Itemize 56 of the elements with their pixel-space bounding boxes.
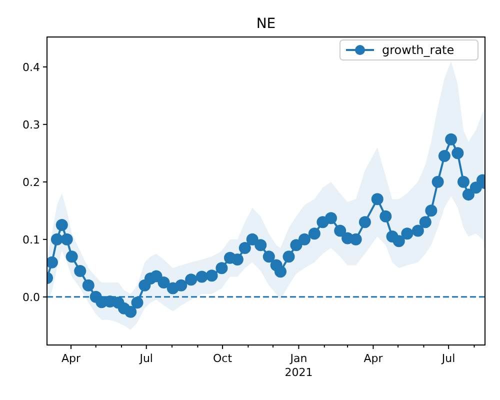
point: [470, 182, 482, 194]
point: [452, 147, 464, 160]
x-tick-label: Jul: [440, 352, 456, 365]
point: [274, 266, 286, 278]
chart-title: NE: [256, 16, 276, 32]
point: [185, 274, 198, 286]
y-tick-label: 0.1: [22, 233, 40, 246]
point: [419, 216, 432, 228]
point: [298, 233, 310, 246]
point: [262, 250, 275, 263]
point: [131, 296, 144, 309]
point: [246, 233, 258, 246]
x-tick-label: Oct: [213, 352, 233, 365]
point: [445, 133, 458, 146]
point: [124, 306, 137, 318]
point: [56, 219, 68, 232]
point: [290, 239, 302, 252]
point: [308, 228, 320, 240]
legend-label: growth_rate: [382, 43, 454, 58]
point: [60, 233, 73, 246]
x-tick-label: Apr: [364, 352, 384, 365]
point: [254, 239, 267, 252]
x-tick-label: Jul: [138, 352, 153, 365]
point: [231, 254, 244, 266]
point: [438, 150, 450, 162]
x-tick-label: Jan 2021: [284, 352, 313, 379]
point: [206, 270, 218, 282]
point: [238, 242, 251, 254]
y-tick-label: 0.4: [22, 60, 40, 74]
point: [425, 204, 438, 217]
point: [282, 250, 295, 263]
point: [175, 279, 188, 292]
point: [371, 193, 384, 206]
y-tick-label: 0.3: [22, 118, 40, 132]
point: [350, 233, 362, 246]
point: [380, 210, 392, 222]
point: [401, 228, 414, 240]
point: [462, 188, 474, 201]
point: [334, 224, 346, 237]
point: [47, 256, 58, 268]
y-tick-label: 0.0: [22, 290, 40, 304]
point: [196, 270, 208, 283]
point: [74, 265, 86, 278]
x-tick-label: Apr: [61, 352, 82, 365]
point: [158, 276, 170, 289]
point: [412, 224, 424, 237]
point: [216, 262, 228, 274]
point: [66, 250, 78, 263]
point: [324, 212, 337, 224]
point: [457, 176, 470, 188]
point: [50, 233, 63, 246]
point: [392, 235, 405, 248]
point: [82, 279, 94, 292]
point: [358, 216, 371, 228]
y-tick-label: 0.2: [22, 176, 40, 189]
point: [432, 176, 444, 188]
